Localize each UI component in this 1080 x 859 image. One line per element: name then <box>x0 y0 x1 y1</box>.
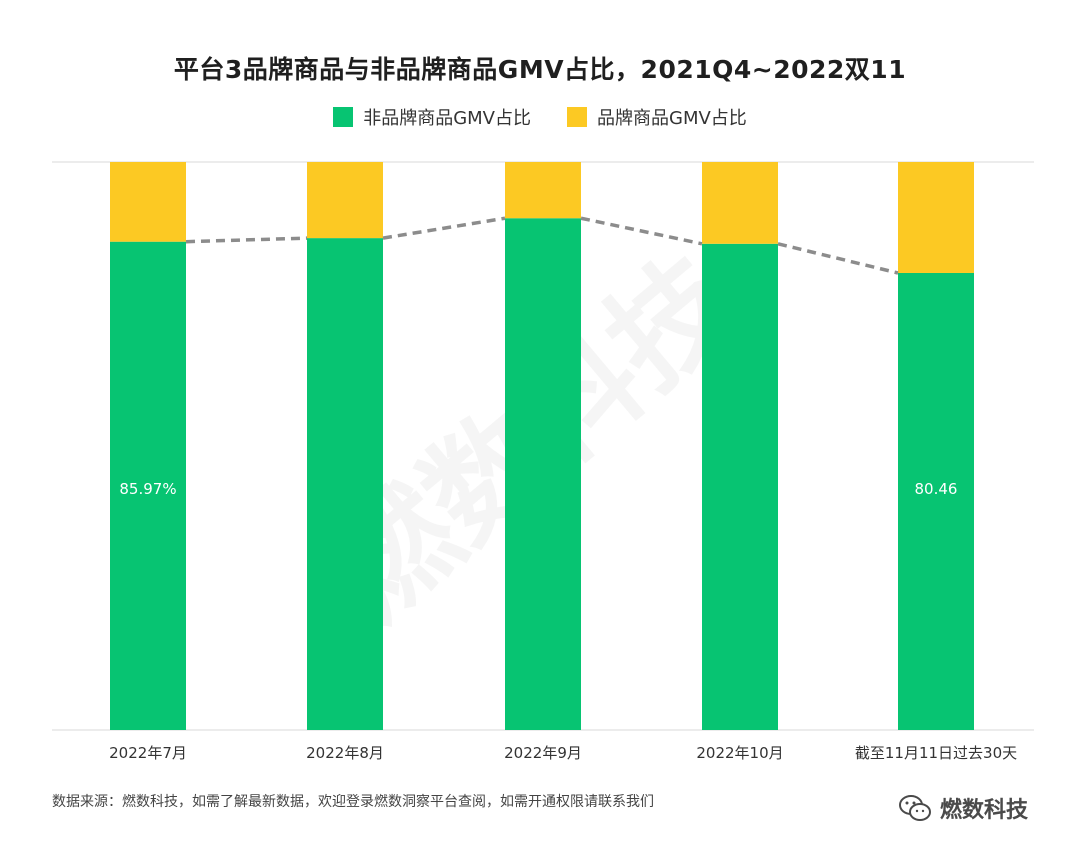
bar-non-brand-3 <box>702 243 778 731</box>
wechat-icon <box>899 795 931 821</box>
data-label-4: 80.46 <box>915 480 958 498</box>
x-tick-label-0: 2022年7月 <box>109 744 187 762</box>
legend-label-brand: 品牌商品GMV占比 <box>597 108 747 129</box>
bar-brand-0 <box>110 162 186 242</box>
source-note: 数据来源：燃数科技，如需了解最新数据，欢迎登录燃数洞察平台查阅，如需开通权限请联… <box>52 794 654 810</box>
trend-line-segment-2 <box>580 216 703 246</box>
chart-title: 平台3品牌商品与非品牌商品GMV占比，2021Q4~2022双11 <box>173 55 907 84</box>
x-tick-label-2: 2022年9月 <box>504 744 582 762</box>
bar-brand-3 <box>702 162 778 244</box>
bar-non-brand-2 <box>505 218 581 730</box>
bar-brand-1 <box>307 162 383 239</box>
bar-brand-4 <box>898 162 974 273</box>
trend-line-segment-3 <box>777 242 899 275</box>
legend-swatch-non-brand <box>333 107 354 127</box>
legend: 非品牌商品GMV占比 品牌商品GMV占比 <box>0 104 1080 130</box>
bar-non-brand-0 <box>110 241 186 730</box>
legend-label-non-brand: 非品牌商品GMV占比 <box>363 108 531 129</box>
data-label-0: 85.97% <box>119 480 176 498</box>
bar-non-brand-4 <box>898 272 974 730</box>
brand-mark: 燃数科技 <box>898 792 1028 824</box>
x-tick-label-3: 2022年10月 <box>696 744 783 762</box>
legend-item-non-brand: 非品牌商品GMV占比 <box>333 104 531 130</box>
bar-non-brand-1 <box>307 238 383 730</box>
legend-swatch-brand <box>567 107 587 127</box>
trend-line-segment-0 <box>185 236 308 244</box>
legend-item-brand: 品牌商品GMV占比 <box>567 104 747 130</box>
brand-name: 燃数科技 <box>940 798 1029 823</box>
bar-brand-2 <box>505 162 581 219</box>
x-tick-label-4: 截至11月11日过去30天 <box>855 744 1017 762</box>
trend-line-segment-1 <box>382 216 506 240</box>
x-tick-label-1: 2022年8月 <box>306 744 384 762</box>
